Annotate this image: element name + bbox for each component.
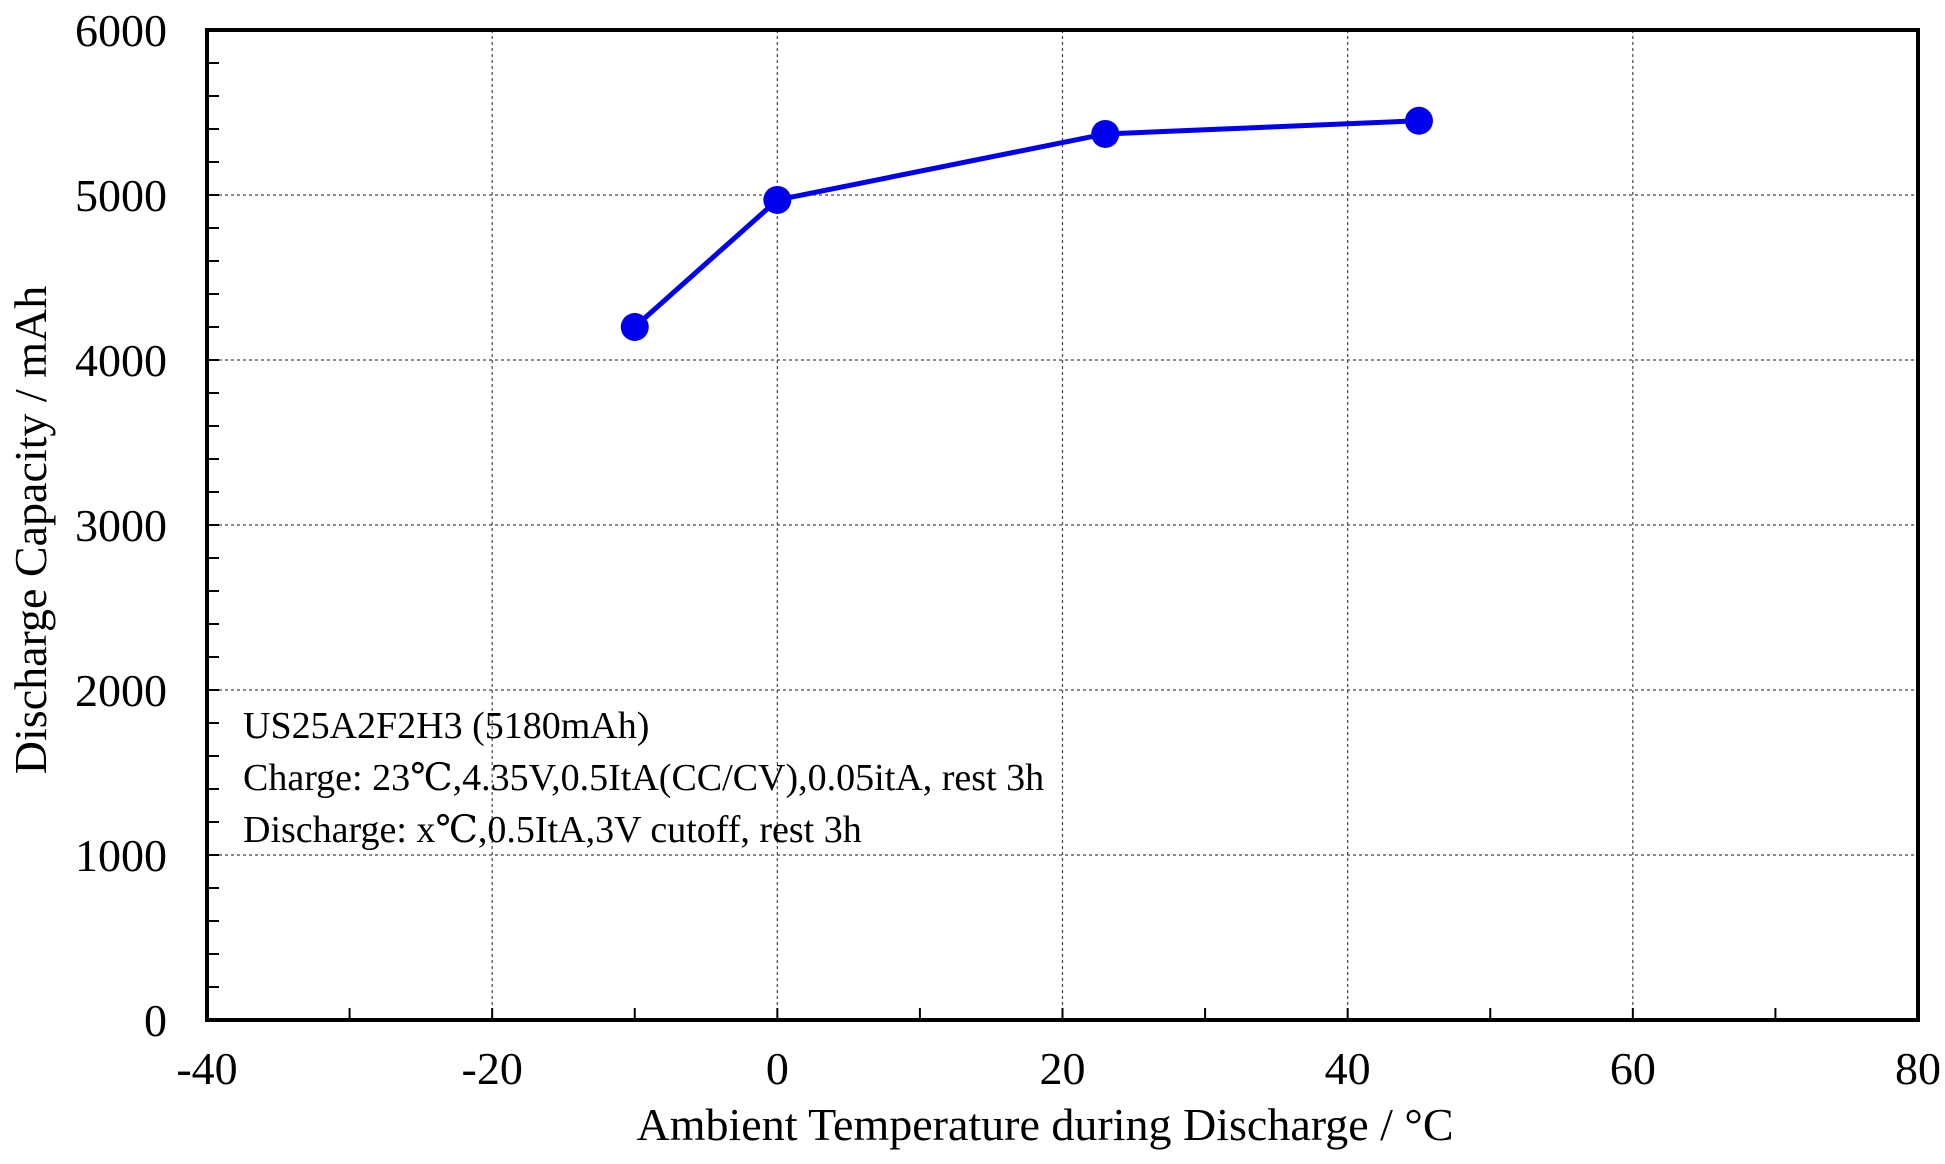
y-tick-label: 2000	[75, 665, 167, 716]
y-tick-label: 0	[144, 995, 167, 1046]
y-axis-title: Discharge Capacity / mAh	[5, 286, 56, 774]
y-tick-label: 3000	[75, 500, 167, 551]
annotation-cell-model: US25A2F2H3 (5180mAh)	[243, 705, 649, 747]
x-tick-label: -40	[176, 1043, 237, 1094]
y-tick-label: 4000	[75, 335, 167, 386]
x-tick-label: 80	[1895, 1043, 1941, 1094]
x-tick-labels: -40 -20 0 20 40 60 80	[176, 1043, 1941, 1094]
annotation-charge-conditions: Charge: 23℃,4.35V,0.5ItA(CC/CV),0.05itA,…	[243, 757, 1044, 799]
data-point	[620, 313, 649, 341]
y-tick-label: 6000	[75, 5, 167, 56]
plot-area-frame	[205, 28, 1920, 1022]
x-tick-label: 20	[1040, 1043, 1086, 1094]
data-point	[1404, 106, 1433, 135]
y-tick-labels: 0 1000 2000 3000 4000 5000 6000	[75, 5, 167, 1046]
x-tick-label: 40	[1325, 1043, 1371, 1094]
annotation-discharge-conditions: Discharge: x℃,0.5ItA,3V cutoff, rest 3h	[243, 809, 862, 851]
x-axis-title: Ambient Temperature during Discharge / °…	[637, 1099, 1454, 1150]
grid-lines	[207, 30, 1918, 1020]
data-point	[1091, 119, 1120, 148]
data-point	[763, 185, 792, 214]
y-tick-label: 1000	[75, 830, 167, 881]
x-tick-label: -20	[462, 1043, 523, 1094]
x-tick-label: 60	[1610, 1043, 1656, 1094]
x-tick-label: 0	[766, 1043, 789, 1094]
series-layer	[620, 106, 1433, 341]
series-line	[633, 118, 1420, 329]
y-tick-label: 5000	[75, 170, 167, 221]
